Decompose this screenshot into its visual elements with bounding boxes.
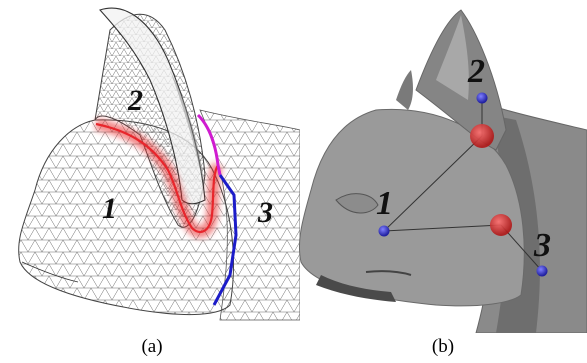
red-node-upper <box>470 124 494 148</box>
region-label-2: 2 <box>127 84 143 117</box>
left-ear-tip <box>396 70 413 110</box>
mouth-shape <box>316 275 396 302</box>
mouth-line <box>21 261 79 283</box>
edge-1-red-upper <box>383 135 483 232</box>
blue-node-2 <box>476 92 488 104</box>
node-label-1: 1 <box>376 185 393 222</box>
caption-b: (b) <box>431 336 455 357</box>
panel-b-shaded: 1 2 3 <box>296 0 587 334</box>
region-label-3: 3 <box>257 196 273 229</box>
caption-a: (a) <box>141 336 163 357</box>
panel-a-wireframe: 1 2 3 <box>0 0 301 333</box>
node-label-3: 3 <box>533 227 551 264</box>
red-boundary <box>95 122 219 233</box>
eye-outline <box>335 193 379 214</box>
shaded-figure: 1 2 3 <box>298 9 587 334</box>
blue-boundary <box>212 174 238 306</box>
ear-front-shape <box>99 7 206 205</box>
shaded-head <box>298 108 525 307</box>
region-label-1: 1 <box>102 192 117 225</box>
wireframe-figure: 1 2 3 <box>18 7 301 321</box>
blue-node-1 <box>378 225 390 237</box>
ear-light-patch <box>436 15 469 100</box>
red-node-lower <box>490 214 512 236</box>
node-label-2: 2 <box>467 53 485 90</box>
whisker-shadow <box>365 270 412 276</box>
edge-1-red-lower <box>383 224 502 232</box>
magenta-boundary <box>196 113 222 176</box>
blue-node-3 <box>536 265 548 277</box>
